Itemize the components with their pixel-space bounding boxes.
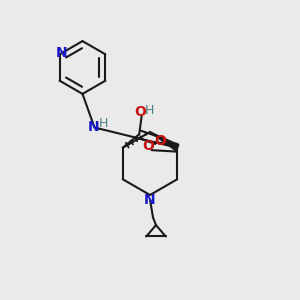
Text: H: H — [145, 104, 154, 117]
Text: H: H — [99, 117, 108, 130]
Text: N: N — [88, 120, 99, 134]
Polygon shape — [150, 132, 179, 151]
Text: N: N — [144, 193, 156, 207]
Text: N: N — [56, 46, 67, 60]
Text: O: O — [154, 134, 166, 148]
Text: O: O — [134, 105, 146, 119]
Text: O: O — [142, 139, 154, 153]
